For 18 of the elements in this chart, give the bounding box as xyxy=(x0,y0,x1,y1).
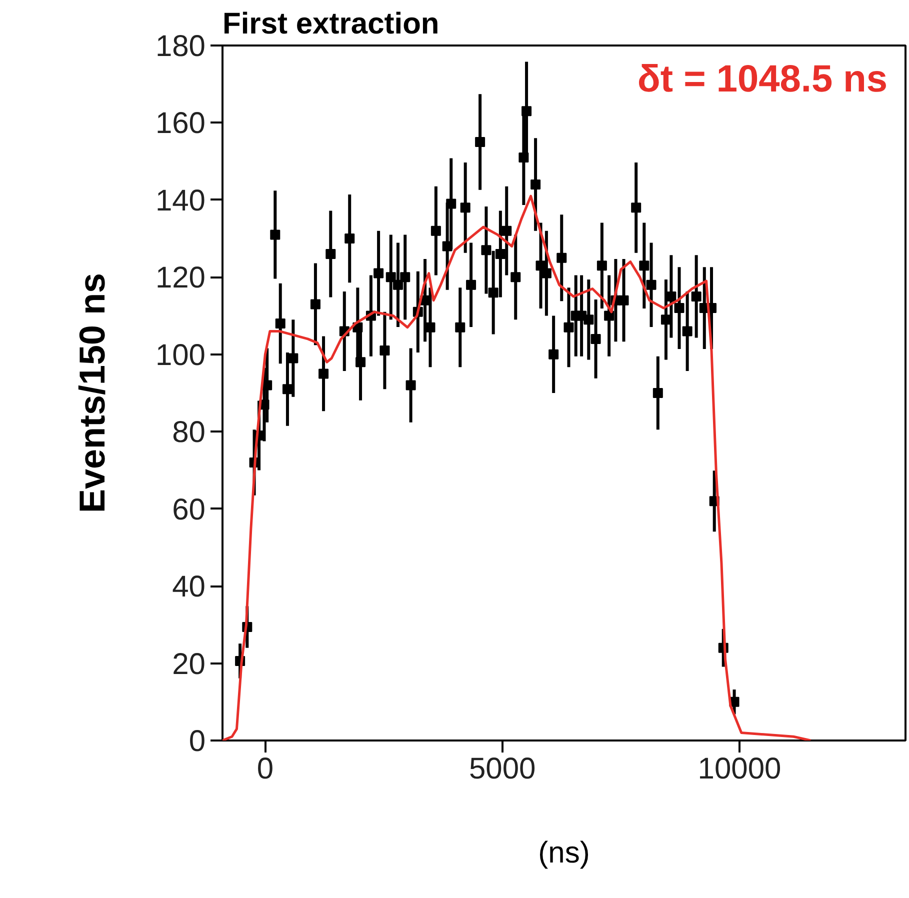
y-tick-label: 120 xyxy=(155,262,206,295)
y-tick-label: 80 xyxy=(172,416,206,450)
x-axis-title: (ns) xyxy=(538,836,590,870)
y-axis-title: Events/150 ns xyxy=(71,272,112,514)
x-tick-label: 5000 xyxy=(468,752,536,786)
x-tick-label: 0 xyxy=(256,752,274,786)
y-tick-label: 60 xyxy=(172,493,206,526)
annotation: δt = 1048.5 ns xyxy=(637,58,888,100)
x-tick-label: 10000 xyxy=(698,752,782,786)
y-tick-label: 180 xyxy=(155,30,206,63)
line-series xyxy=(222,194,812,740)
chart-title: First extraction xyxy=(222,8,440,40)
y-tick-label: 100 xyxy=(155,338,206,372)
y-tick-label: 20 xyxy=(172,648,206,681)
y-tick-label: 160 xyxy=(155,107,206,140)
y-tick-label: 40 xyxy=(172,570,206,604)
y-tick-label: 0 xyxy=(188,725,206,758)
y-tick-label: 140 xyxy=(155,184,206,218)
